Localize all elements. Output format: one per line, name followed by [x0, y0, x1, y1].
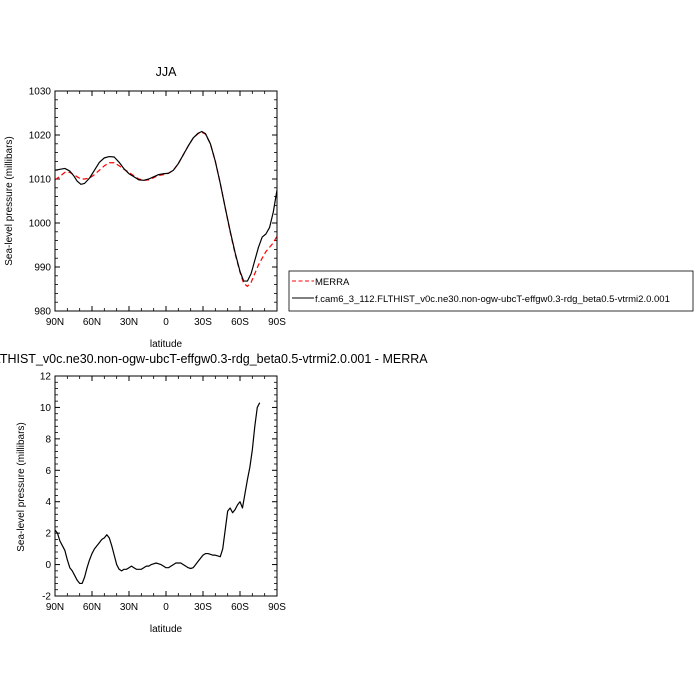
bottom-plot-x-tick-label: 90N	[46, 602, 64, 613]
top-plot-x-tick-label: 30N	[120, 317, 138, 328]
top-plot-series-line-model	[55, 130, 277, 282]
bottom-plot-y-tick-label: 0	[45, 560, 51, 571]
top-plot-series-line-merra	[55, 131, 277, 287]
top-plot-legend: MERRA f.cam6_3_112.FLTHIST_v0c.ne30.non-…	[288, 270, 694, 312]
legend-label-model: f.cam6_3_112.FLTHIST_v0c.ne30.non-ogw-ub…	[315, 294, 670, 305]
top-plot-y-tick-label: 1010	[29, 175, 52, 186]
bottom-plot-series-line-difference	[55, 402, 261, 585]
top-plot-y-tick-label: 980	[34, 307, 51, 318]
bottom-plot-frame	[54, 375, 278, 597]
bottom-plot-panel: f.cam6_3_112.FLTHIST_v0c.ne30.non-ogw-ub…	[0, 352, 428, 635]
top-plot-y-tick-label: 1000	[29, 219, 52, 230]
bottom-plot-y-tick-label: 10	[40, 403, 52, 414]
top-plot-y-axis-label: Sea-level pressure (millibars)	[4, 136, 15, 265]
top-plot-x-tick-label: 0	[163, 317, 169, 328]
top-plot-title: JJA	[156, 65, 178, 79]
top-plot-x-tick-label: 30S	[194, 317, 212, 328]
bottom-plot-y-tick-label: 6	[45, 466, 51, 477]
top-plot-panel: JJA latitude Sea-level pressure (milliba…	[4, 65, 286, 350]
bottom-plot-y-tick-label: -2	[42, 592, 51, 603]
bottom-plot-y-tick-label: 8	[45, 434, 51, 445]
bottom-plot-y-axis-label: Sea-level pressure (millibars)	[16, 422, 27, 551]
top-plot-x-tick-label: 90S	[268, 317, 286, 328]
bottom-plot-y-tick-label: 4	[45, 497, 51, 508]
top-plot-frame	[54, 90, 278, 312]
bottom-plot-y-tick-label: 12	[40, 372, 52, 383]
top-plot-x-tick-label: 90N	[46, 317, 64, 328]
top-plot-x-axis-label: latitude	[150, 339, 183, 350]
bottom-plot-x-axis-label: latitude	[150, 624, 183, 635]
top-plot-x-tick-label: 60N	[83, 317, 101, 328]
bottom-plot-title: f.cam6_3_112.FLTHIST_v0c.ne30.non-ogw-ub…	[0, 352, 428, 366]
top-plot-y-tick-label: 1030	[29, 87, 52, 98]
bottom-plot-y-tick-label: 2	[45, 529, 51, 540]
bottom-plot-x-tick-label: 30S	[194, 602, 212, 613]
top-plot-x-tick-label: 60S	[231, 317, 249, 328]
legend-box	[288, 270, 694, 312]
legend-label-merra: MERRA	[315, 277, 350, 288]
bottom-plot-x-tick-label: 90S	[268, 602, 286, 613]
bottom-plot-x-tick-label: 60S	[231, 602, 249, 613]
top-plot-y-tick-label: 990	[34, 263, 51, 274]
bottom-plot-x-tick-label: 60N	[83, 602, 101, 613]
top-plot-y-tick-label: 1020	[29, 131, 52, 142]
bottom-plot-x-tick-label: 30N	[120, 602, 138, 613]
bottom-plot-x-tick-label: 0	[163, 602, 169, 613]
